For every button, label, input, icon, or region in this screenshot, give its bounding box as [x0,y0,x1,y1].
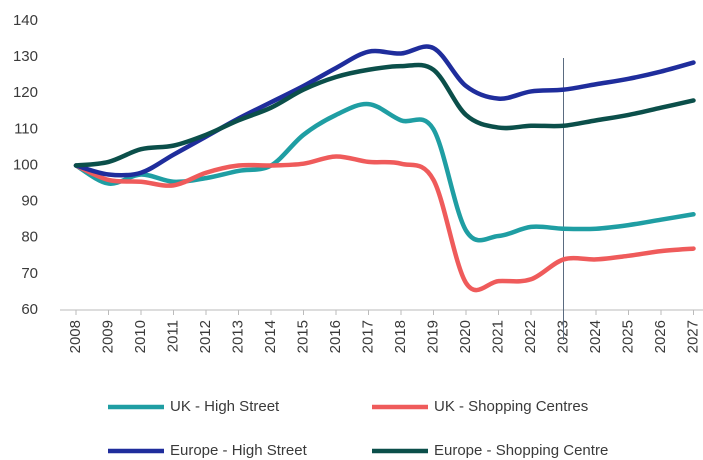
y-tick-label: 60 [21,301,38,318]
y-tick-label: 120 [13,84,38,101]
x-tick-label: 2014 [262,320,279,353]
x-tick-label: 2009 [99,320,116,353]
y-tick-label: 110 [14,120,38,137]
x-tick-label: 2012 [197,320,214,353]
x-tick-label: 2020 [457,320,474,353]
x-tick-label: 2011 [164,320,181,352]
x-tick-label: 2027 [684,320,701,353]
line-series [73,44,696,178]
x-tick-label: 2018 [392,320,409,353]
line-series [73,62,696,168]
y-tick-label: 80 [21,229,38,246]
y-tick-label: 70 [21,265,38,282]
legend-label: Europe - Shopping Centre [434,442,608,459]
legend-label: UK - Shopping Centres [434,398,588,415]
y-tick-label: 90 [21,193,38,210]
legend-label: UK - High Street [170,398,280,415]
y-tick-label: 100 [13,156,38,173]
x-tick-label: 2021 [489,320,506,353]
x-tick-label: 2022 [522,320,539,353]
x-tick-label: 2017 [359,320,376,353]
line-series [73,154,696,293]
x-tick-label: 2023 [554,320,571,353]
x-tick-label: 2024 [587,320,604,353]
line-series [73,101,696,243]
x-tick-label: 2025 [619,320,636,353]
x-tick-label: 2010 [132,320,149,353]
y-tick-label: 130 [13,48,38,65]
x-tick-label: 2016 [327,320,344,353]
legend-label: Europe - High Street [170,442,308,459]
y-tick-label: 140 [13,12,38,29]
x-tick-label: 2019 [424,320,441,353]
x-tick-label: 2008 [67,320,84,353]
x-tick-label: 2026 [652,320,669,353]
x-tick-label: 2015 [294,320,311,353]
x-tick-label: 2013 [229,320,246,353]
